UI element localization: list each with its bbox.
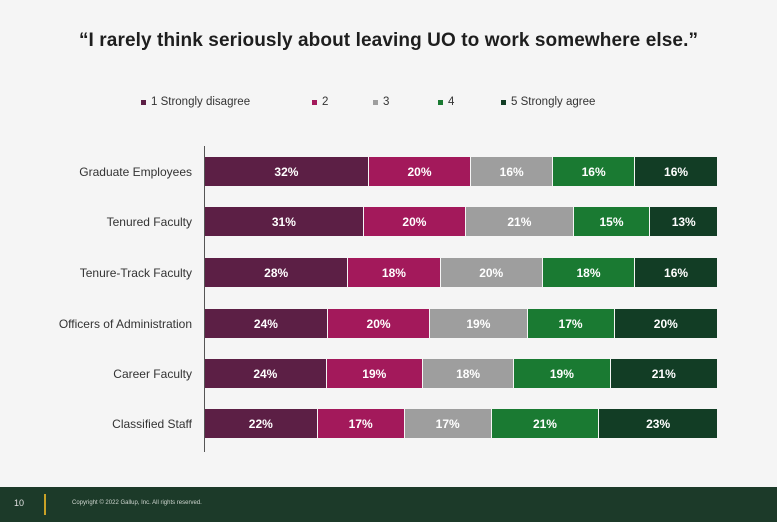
footer-divider (44, 494, 46, 515)
bar-segment: 21% (491, 409, 600, 438)
bar-segment: 16% (553, 157, 636, 186)
bar-segment: 18% (348, 258, 441, 287)
bar-segment: 20% (440, 258, 543, 287)
bar-segment: 28% (205, 258, 349, 287)
bar-segment: 16% (635, 157, 717, 186)
copyright-text: Copyright © 2022 Gallup, Inc. All rights… (72, 500, 202, 506)
category-label: Career Faculty (113, 366, 192, 381)
category-label: Graduate Employees (79, 164, 192, 179)
legend-item: 4 (438, 96, 454, 108)
category-label: Tenure-Track Faculty (79, 265, 192, 280)
bar-segment: 23% (599, 409, 717, 438)
category-label: Officers of Administration (58, 316, 192, 331)
legend-swatch (141, 99, 146, 105)
bar-segment: 19% (514, 359, 611, 388)
category-axis-line (204, 146, 205, 452)
legend-label: 4 (448, 96, 455, 108)
legend-swatch (438, 99, 443, 105)
legend-item: 3 (373, 96, 389, 108)
bar-segment: 21% (466, 207, 574, 236)
bar-segment: 31% (205, 207, 364, 236)
footer: 10 Copyright © 2022 Gallup, Inc. All rig… (0, 487, 777, 522)
bar-segment: 18% (422, 359, 515, 388)
bar-segment: 24% (205, 309, 328, 338)
legend-swatch (312, 99, 317, 105)
bar-segment: 16% (635, 258, 717, 287)
bar-segment: 16% (471, 157, 554, 186)
legend-label: 1 Strongly disagree (151, 96, 251, 108)
legend-item: 1 Strongly disagree (141, 96, 250, 108)
bar-segment: 24% (205, 359, 327, 388)
bar-segment: 19% (326, 359, 423, 388)
bar-segment: 32% (205, 157, 369, 186)
bar-segment: 17% (317, 409, 405, 438)
legend-item: 5 Strongly agree (501, 96, 595, 108)
chart-title: “I rarely think seriously about leaving … (78, 30, 699, 51)
slide: “I rarely think seriously about leaving … (58, 30, 717, 452)
category-label: Classified Staff (112, 416, 192, 431)
bar-segment: 18% (542, 258, 636, 287)
bar-segment: 20% (327, 309, 431, 338)
bar-segment: 19% (430, 309, 528, 338)
bar-segment: 20% (368, 157, 472, 186)
legend-swatch (373, 99, 378, 105)
legend-item: 2 (312, 96, 328, 108)
bar-segment: 20% (363, 207, 467, 236)
page-number: 10 (14, 498, 25, 508)
legend-label: 3 (383, 96, 390, 108)
bar-segment: 22% (205, 409, 318, 438)
bar-segment: 17% (404, 409, 492, 438)
bar-segment: 20% (614, 309, 717, 338)
bar-segment: 17% (527, 309, 615, 338)
legend-swatch (501, 99, 506, 105)
category-label: Tenured Faculty (106, 214, 192, 229)
bar-segment: 15% (573, 207, 651, 236)
bar-segment: 13% (650, 207, 717, 236)
legend-label: 2 (322, 96, 329, 108)
legend-label: 5 Strongly agree (511, 96, 596, 108)
bar-segment: 21% (610, 359, 717, 388)
